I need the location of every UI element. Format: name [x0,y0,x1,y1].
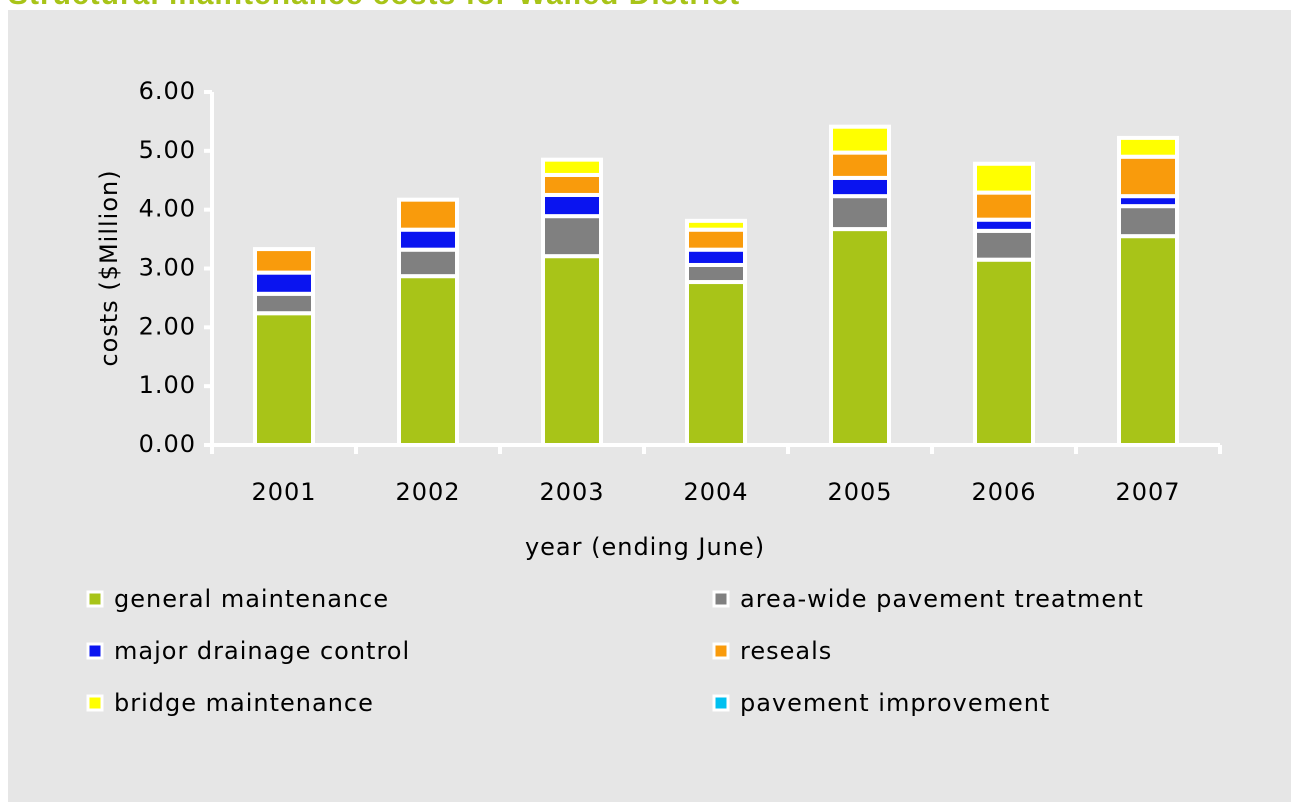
bar-segment [685,247,747,267]
bar-segment [541,254,603,447]
chart-title: Structural maintenance costs for Walled … [8,0,740,11]
bar-segment [685,280,747,448]
y-tick-label: 4.00 [139,195,196,223]
bar-segment [541,157,603,177]
legend-label: reseals [740,637,832,665]
bar-segment [541,214,603,259]
y-tick-label: 5.00 [139,136,196,164]
bar-segment [685,227,747,252]
y-tick-label: 2.00 [139,312,196,340]
chart-background [8,10,1291,802]
legend-swatch [86,642,104,660]
bar-segment [397,247,459,279]
y-tick-label: 1.00 [139,371,196,399]
legend-swatch [712,694,730,712]
bar-segment [541,192,603,219]
legend-swatch [712,642,730,660]
bar-segment [541,172,603,197]
bar-segment [829,150,891,180]
bar-segment [1117,135,1179,159]
bar-segment [253,311,315,448]
legend-swatch [86,694,104,712]
x-tick-label: 2007 [1115,478,1180,506]
bar-segment [973,228,1035,262]
legend-label: area-wide pavement treatment [740,585,1144,613]
legend-label: major drainage control [114,637,410,665]
bar-segment [829,194,891,232]
bar-segment [973,161,1035,195]
bar-segment [397,197,459,232]
bar-segment [1117,154,1179,199]
bar-segment [253,291,315,316]
x-tick-label: 2004 [683,478,748,506]
x-tick-label: 2006 [971,478,1036,506]
bar-segment [397,227,459,252]
bar-segment [685,218,747,232]
bar-segment [1117,234,1179,447]
x-tick-label: 2002 [395,478,460,506]
bar-segment [973,190,1035,222]
y-tick-label: 6.00 [139,77,196,105]
y-tick-label: 0.00 [139,430,196,458]
bar-segment [1117,204,1179,239]
x-axis-title: year (ending June) [525,533,765,561]
legend-label: bridge maintenance [114,689,374,717]
bar-segment [253,270,315,296]
x-tick-label: 2005 [827,478,892,506]
x-tick-label: 2003 [539,478,604,506]
bar-segment [397,274,459,448]
legend-label: pavement improvement [740,689,1050,717]
bar-segment [253,247,315,275]
y-tick-label: 3.00 [139,254,196,282]
bar-segment [685,262,747,285]
legend-swatch [712,590,730,608]
legend-swatch [86,590,104,608]
bar-segment [829,124,891,155]
y-axis-title: costs ($Million) [95,169,123,366]
bar-segment [829,175,891,199]
bar-segment [829,227,891,447]
bar-segment [973,257,1035,447]
legend-label: general maintenance [114,585,389,613]
x-tick-label: 2001 [251,478,316,506]
